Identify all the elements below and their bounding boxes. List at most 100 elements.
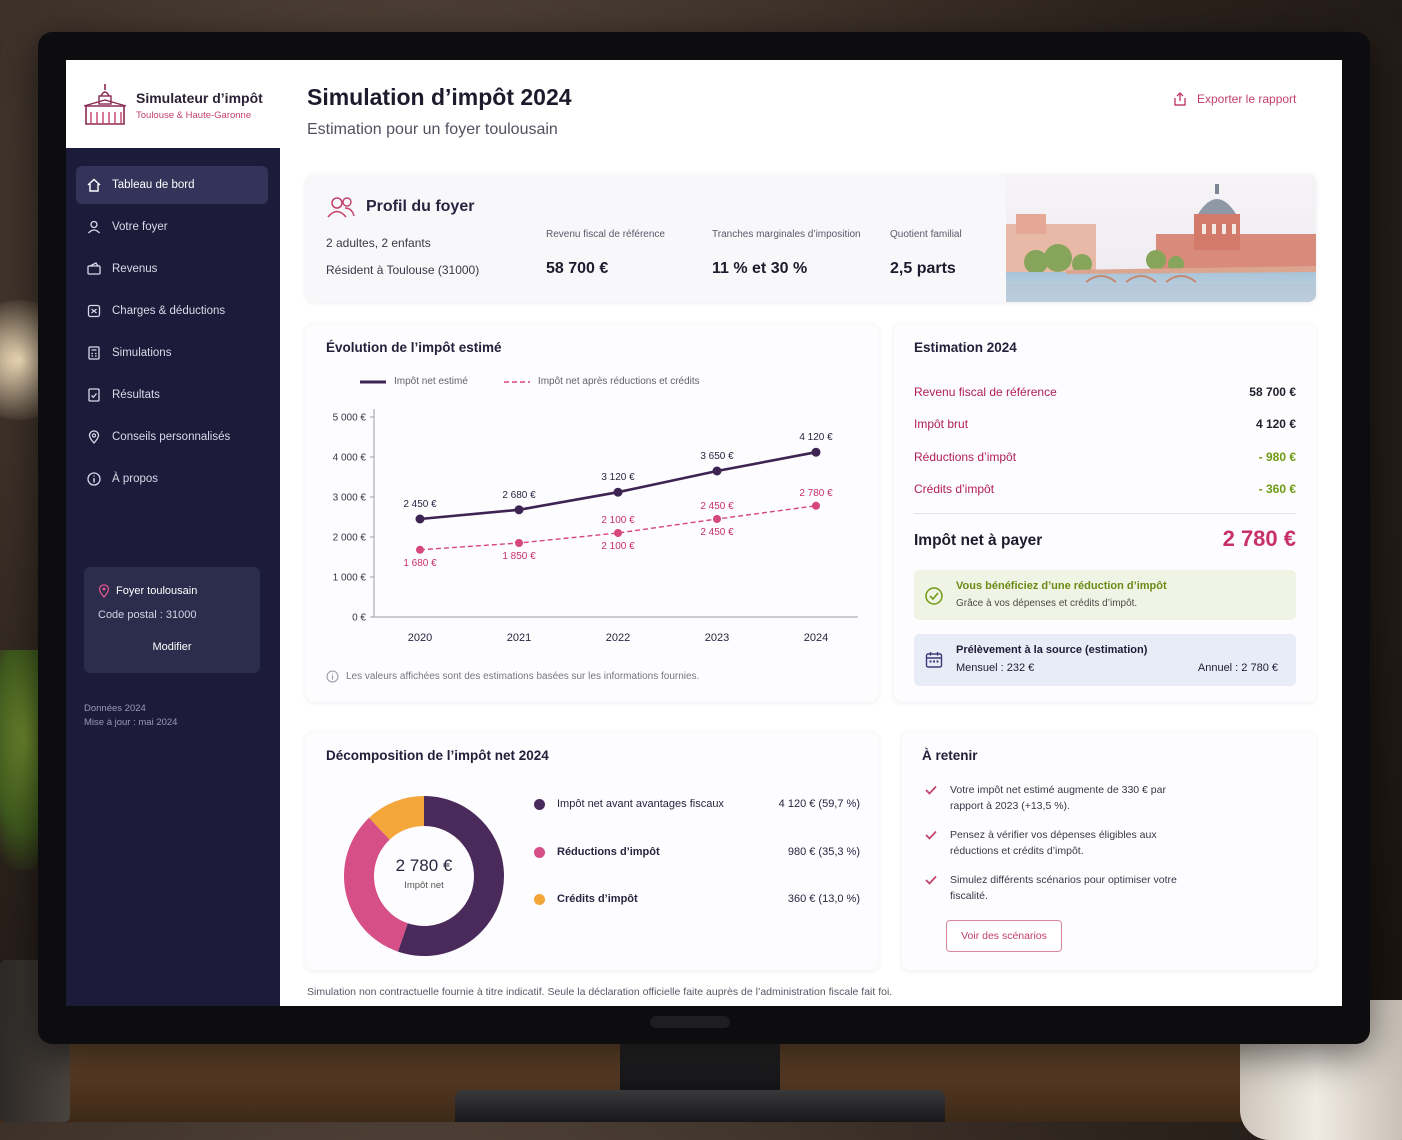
y-tick-label: 5 000 € [333,413,367,424]
profile-title: Profil du foyer [366,198,475,215]
sidebar-item-label: Votre foyer [112,221,168,233]
data-label: 2 680 € [502,490,536,501]
sidebar-item-resultats[interactable]: Résultats [76,376,268,414]
legend-label-net: Impôt net estimé [394,376,468,387]
check-circle-icon [925,587,943,605]
home-icon [87,178,101,192]
sidebar: Simulateur d’impôt Toulouse & Haute-Garo… [66,60,280,1006]
receipt-icon [87,304,101,318]
legend-label-after: Impôt net après réductions et crédits [537,376,700,387]
location-title: Foyer toulousain [116,585,198,597]
main-content: Simulation d’impôt 2024 Estimation pour … [280,60,1342,1006]
donut-slice [397,796,504,956]
data-label: 2 450 € [700,501,734,512]
series-line-after-credits [419,505,817,551]
y-tick-label: 2 000 € [333,533,367,544]
data-point [515,539,523,547]
sidebar-item-a-propos[interactable]: À propos [76,460,268,498]
data-label: 2 780 € [799,488,833,499]
stat-label-tranches: Tranches marginales d’imposition [712,229,861,240]
series-line-net [419,450,817,521]
data-point [614,529,622,537]
modify-location-button[interactable]: Modifier [152,641,192,653]
data-point [415,514,425,524]
stat-value-revenu: 58 700 € [546,260,609,277]
brand: Simulateur d’impôt Toulouse & Haute-Garo… [66,60,280,148]
document-check-icon [88,388,100,402]
x-tick-label: 2020 [408,632,432,644]
key-points-title: À retenir [922,748,978,763]
legend-swatch-solid [360,380,386,383]
y-tick-label: 0 € [352,613,366,624]
donut-chart [344,796,504,956]
household-profile-card: Profil du foyer 2 adultes, 2 enfants Rés… [306,174,1316,302]
data-label: 4 120 € [799,432,833,443]
est-label: Réductions d’impôt [914,450,1017,464]
check-icon [925,785,937,795]
sidebar-item-charges[interactable]: Charges & déductions [76,292,268,330]
data-point [713,515,721,523]
withholding-monthly: Mensuel : 232 € [956,662,1035,674]
view-scenarios-button[interactable]: Voir des scénarios [946,920,1062,952]
withholding-title: Prélèvement à la source (estimation) [956,644,1148,656]
divider [914,513,1296,514]
toulouse-illustration [1006,174,1316,302]
reduction-banner-text: Grâce à vos dépenses et crédits d’impôt. [956,598,1138,609]
est-value: - 980 € [1258,450,1296,464]
est-value: 58 700 € [1249,385,1296,399]
x-tick-label: 2023 [705,632,729,644]
sidebar-item-revenus[interactable]: Revenus [76,250,268,288]
info-icon [87,472,101,486]
capitole-logo-icon [83,84,127,125]
household-residence: Résident à Toulouse (31000) [326,263,480,277]
legend-swatch-dashed [503,380,530,383]
est-row-reductions: Réductions d’impôt - 980 € [914,450,1296,464]
app-title: Simulateur d’impôt [136,90,263,106]
key-point-text: Pensez à vérifier vos dépenses éligibles… [950,829,1157,857]
chart-note: Les valeurs affichées sont des estimatio… [346,671,700,682]
breakdown-legend-item: Crédits d’impôt 360 € (13,0 %) [534,893,860,905]
data-label: 2 100 € [601,541,635,552]
est-row-impot-brut: Impôt brut 4 120 € [914,417,1296,431]
data-year: Données 2024 [84,703,146,714]
sidebar-item-label: À propos [112,473,159,485]
key-point: Simulez différents scénarios pour optimi… [924,872,1184,904]
info-icon [326,670,339,683]
breakdown-legend-item: Impôt net avant avantages fiscaux 4 120 … [534,798,860,810]
sidebar-item-tableau-de-bord[interactable]: Tableau de bord [76,166,268,204]
donut-slice [369,796,424,840]
breakdown-label: Impôt net avant avantages fiscaux [557,798,724,810]
key-points-card: À retenir Votre impôt net estimé augment… [902,732,1316,970]
stat-value-quotient: 2,5 parts [890,260,956,277]
net-tax-value: 2 780 € [1222,526,1296,551]
location-card: Foyer toulousain Code postal : 31000 Mod… [84,567,260,673]
x-tick-label: 2022 [606,632,630,644]
key-point: Pensez à vérifier vos dépenses éligibles… [924,827,1184,859]
legend-dot [534,893,545,905]
export-label: Exporter le rapport [1197,92,1297,106]
est-row-revenu: Revenu fiscal de référence 58 700 € [914,385,1296,399]
sidebar-item-conseils[interactable]: Conseils personnalisés [76,418,268,456]
stat-value-tranches: 11 % et 30 % [712,260,808,277]
donut-slice [344,817,408,952]
estimation-card: Estimation 2024 Revenu fiscal de référen… [894,324,1316,702]
breakdown-value: 4 120 € (59,7 %) [778,798,860,810]
sidebar-footer: Données 2024 Mise à jour : mai 2024 [84,702,177,730]
y-tick-label: 3 000 € [333,493,367,504]
breakdown-title: Décomposition de l’impôt net 2024 [326,748,549,763]
data-point [812,501,820,510]
monitor-stand [620,1040,780,1095]
withholding-annual: Annuel : 2 780 € [1197,662,1278,674]
stat-label-quotient: Quotient familial [890,229,962,240]
y-tick-label: 4 000 € [333,453,367,464]
y-tick-label: 1 000 € [333,573,367,584]
export-report-button[interactable]: Exporter le rapport [1172,91,1296,107]
page-title: Simulation d’impôt 2024 [307,84,572,110]
sidebar-item-label: Tableau de bord [112,179,195,191]
update-date: Mise à jour : mai 2024 [84,717,178,728]
sidebar-item-votre-foyer[interactable]: Votre foyer [76,208,268,246]
est-label: Revenu fiscal de référence [914,385,1057,399]
breakdown-card: Décomposition de l’impôt net 2024 2 780 … [306,732,878,970]
sidebar-item-simulations[interactable]: Simulations [76,334,268,372]
breakdown-value: 980 € (35,3 %) [787,846,860,858]
